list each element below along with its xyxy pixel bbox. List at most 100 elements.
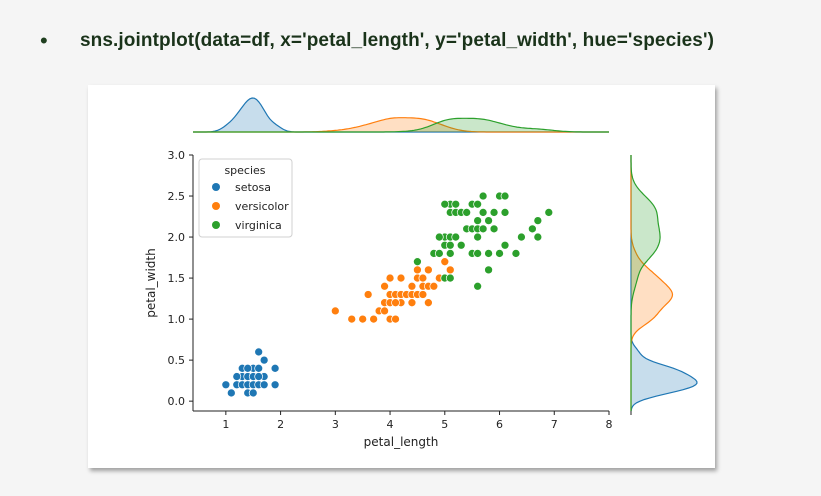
code-snippet: sns.jointplot(data=df, x='petal_length',… (80, 30, 714, 51)
x-tick-label: 1 (222, 418, 229, 431)
point-virginica (473, 199, 482, 209)
scatter-points (221, 191, 554, 398)
right-kde-fill-virginica (631, 155, 661, 411)
point-setosa (259, 380, 269, 390)
joint-axes: 1 2 3 4 5 6 7 8 0.0 0.5 1.0 1.5 2.0 2.5 3.0 (168, 149, 613, 431)
point-virginica (445, 240, 455, 250)
jointplot-svg: 1 2 3 4 5 6 7 8 0.0 0.5 1.0 1.5 2.0 2.5 3.0 species se… (144, 97, 698, 449)
point-virginica (500, 208, 510, 217)
x-tick-label: 6 (496, 418, 503, 431)
point-setosa (248, 388, 258, 398)
point-virginica (478, 224, 488, 234)
y-tick-label: 0.5 (168, 354, 186, 367)
top-kde-fill-virginica (193, 118, 609, 132)
point-versicolor (330, 306, 340, 316)
legend-label-setosa: setosa (235, 181, 271, 194)
point-setosa (232, 372, 242, 381)
point-virginica (445, 273, 455, 283)
point-setosa (270, 363, 280, 373)
point-virginica (533, 232, 543, 242)
y-tick-label: 0.0 (168, 395, 186, 408)
point-versicolor (429, 281, 439, 291)
point-versicolor (369, 314, 378, 324)
point-versicolor (347, 314, 357, 324)
legend-label-virginica: virginica (235, 219, 282, 232)
point-versicolor (418, 273, 428, 283)
point-virginica (478, 191, 488, 201)
point-versicolor (418, 290, 428, 299)
point-virginica (445, 249, 455, 258)
x-tick-label: 3 (332, 418, 339, 431)
right-marginal-kde (630, 155, 698, 415)
point-virginica (533, 216, 543, 225)
slide-bullet-line: • sns.jointplot(data=df, x='petal_length… (40, 26, 714, 56)
point-versicolor (407, 298, 417, 308)
point-versicolor (363, 290, 373, 299)
y-tick-label: 1.5 (168, 272, 186, 285)
point-versicolor (396, 273, 406, 283)
y-tick-label: 2.5 (168, 190, 186, 203)
point-virginica (500, 191, 510, 201)
point-setosa (259, 355, 269, 365)
y-tick-label: 1.0 (168, 313, 186, 326)
y-tick-label: 3.0 (168, 149, 186, 162)
point-setosa (270, 380, 280, 390)
x-axis-label: petal_length (364, 435, 439, 449)
point-virginica (456, 240, 466, 250)
point-virginica (473, 232, 482, 242)
point-virginica (489, 224, 499, 234)
point-versicolor (385, 273, 395, 283)
point-versicolor (380, 306, 389, 316)
right-kde-line-virginica (630, 155, 661, 411)
point-virginica (500, 240, 510, 250)
point-virginica (484, 265, 493, 275)
point-versicolor (407, 281, 417, 291)
legend-box (198, 158, 293, 238)
point-virginica (484, 216, 493, 225)
point-virginica (473, 249, 482, 258)
legend: species setosa versicolor virginica (198, 158, 293, 238)
point-virginica (478, 208, 488, 217)
y-axis-label: petal_width (144, 248, 158, 317)
point-versicolor (391, 298, 400, 308)
point-virginica (413, 257, 422, 267)
point-setosa (221, 380, 231, 390)
point-setosa (226, 388, 236, 398)
point-virginica (484, 249, 493, 258)
legend-marker-versicolor (212, 202, 220, 210)
point-virginica (451, 232, 461, 242)
point-virginica (489, 208, 499, 217)
bullet-marker: • (40, 28, 48, 53)
right-kde-fill-versicolor (631, 155, 673, 411)
x-tick-label: 2 (277, 418, 284, 431)
x-tick-label: 5 (441, 418, 448, 431)
point-versicolor (380, 281, 389, 291)
point-virginica (462, 208, 472, 217)
top-marginal-kde (193, 97, 609, 133)
right-kde-fill-setosa (631, 155, 697, 411)
point-versicolor (445, 265, 455, 275)
point-versicolor (424, 265, 433, 275)
legend-marker-virginica (212, 221, 220, 229)
point-virginica (517, 232, 526, 242)
point-setosa (254, 363, 264, 373)
legend-title: species (224, 164, 265, 177)
point-versicolor (413, 265, 422, 275)
point-setosa (254, 347, 264, 357)
legend-marker-setosa (212, 183, 220, 191)
point-virginica (544, 208, 554, 217)
point-virginica (440, 199, 450, 209)
point-virginica (434, 249, 444, 258)
point-virginica (495, 249, 504, 258)
top-kde-line-virginica (193, 117, 609, 133)
point-virginica (473, 281, 482, 291)
jointplot-figure: 1 2 3 4 5 6 7 8 0.0 0.5 1.0 1.5 2.0 2.5 3.0 species se… (88, 85, 715, 468)
point-virginica (434, 232, 444, 242)
point-versicolor (358, 314, 368, 324)
x-tick-label: 7 (551, 418, 558, 431)
x-tick-label: 4 (387, 418, 394, 431)
point-versicolor (424, 298, 433, 308)
top-kde-fill-setosa (193, 98, 609, 132)
top-kde-fill-versicolor (193, 117, 609, 132)
point-setosa (243, 363, 253, 373)
